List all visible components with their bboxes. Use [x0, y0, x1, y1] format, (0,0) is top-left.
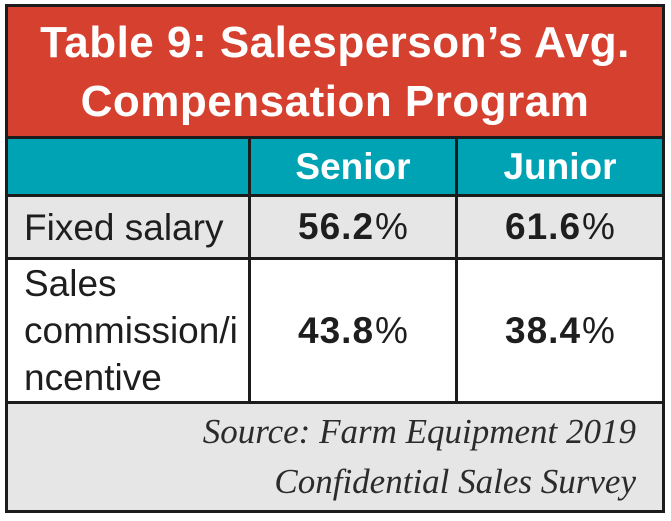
percent-sign: %	[582, 309, 615, 351]
percent-sign: %	[375, 309, 408, 351]
value-sales-commission-junior: 38.4%	[458, 260, 662, 401]
value-fixed-salary-junior: 61.6%	[458, 197, 662, 257]
value-number: 43.8	[298, 309, 375, 351]
row-label-text: Sales commission/incentive	[24, 263, 238, 398]
value-number: 56.2	[298, 206, 375, 247]
table-title-banner: Table 9: Salesperson’s Avg. Compensation…	[8, 7, 662, 136]
row-label-sales-commission: Sales commission/incentive	[8, 260, 248, 401]
row-label-text: Fixed salary	[24, 206, 224, 248]
value-fixed-salary-senior: 56.2%	[251, 197, 455, 257]
value-number: 38.4	[505, 309, 582, 351]
compensation-table: Table 9: Salesperson’s Avg. Compensation…	[5, 4, 665, 513]
column-header-senior: Senior	[251, 139, 455, 194]
column-header-junior: Junior	[458, 139, 662, 194]
table-title-line-2: Compensation Program	[80, 76, 590, 126]
row-label-fixed-salary: Fixed salary	[8, 197, 248, 257]
percent-sign: %	[582, 206, 615, 247]
header-corner-cell	[8, 139, 248, 194]
source-line-1: Source: Farm Equipment 2019	[202, 412, 636, 451]
value-sales-commission-senior: 43.8%	[251, 260, 455, 401]
source-note: Source: Farm Equipment 2019 Confidential…	[8, 404, 662, 510]
table-title-line-1: Table 9: Salesperson’s Avg.	[40, 17, 630, 67]
value-number: 61.6	[505, 206, 582, 247]
source-line-2: Confidential Sales Survey	[274, 462, 636, 501]
percent-sign: %	[375, 206, 408, 247]
